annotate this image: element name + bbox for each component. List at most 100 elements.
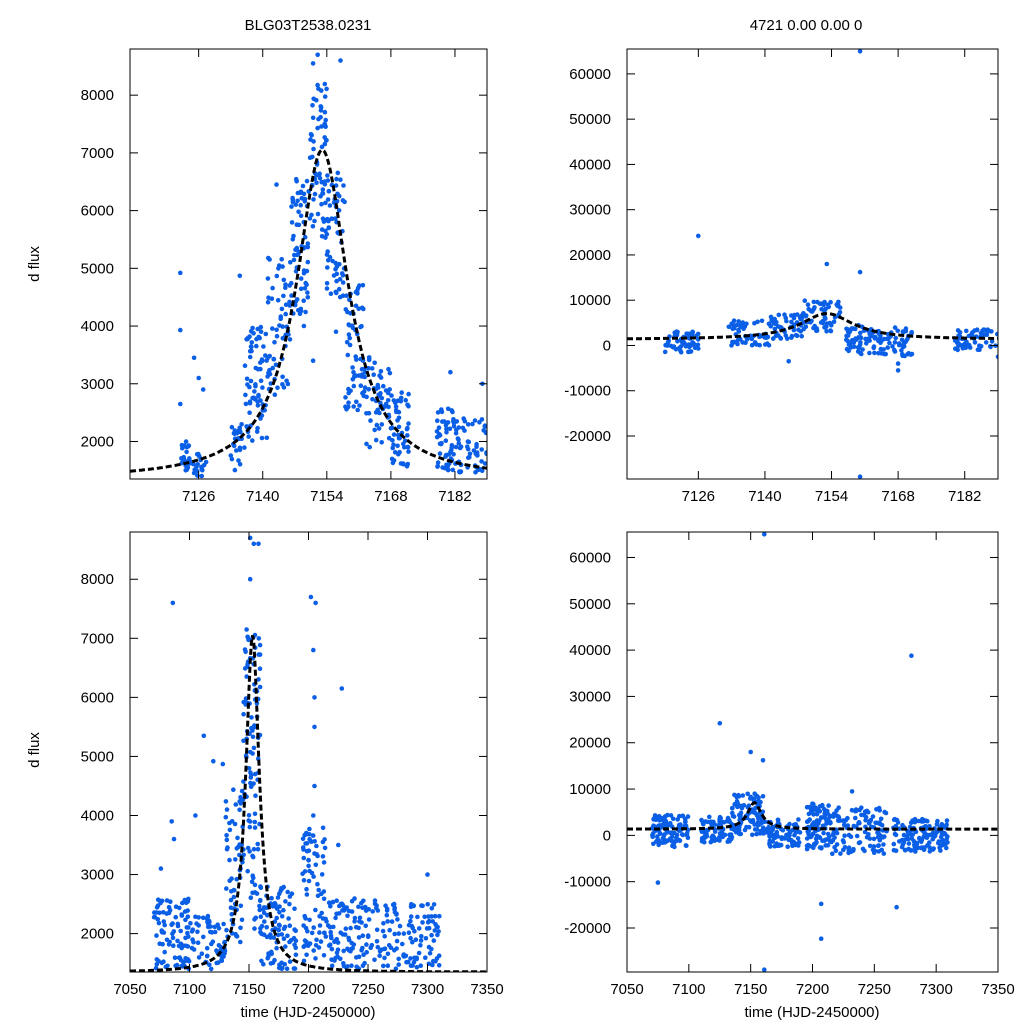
x-tick-label: 7182 — [438, 488, 471, 505]
data-point — [453, 444, 459, 450]
data-point — [325, 249, 331, 254]
data-point — [424, 926, 430, 931]
data-point — [162, 922, 167, 928]
data-point — [420, 903, 425, 909]
data-point — [278, 314, 284, 319]
data-point — [680, 832, 686, 838]
data-point — [259, 958, 264, 964]
data-point — [343, 395, 348, 400]
data-point — [897, 342, 902, 348]
data-point — [316, 86, 321, 92]
data-point — [818, 901, 824, 907]
data-point — [375, 944, 381, 950]
data-point — [311, 197, 316, 202]
data-point — [964, 328, 969, 334]
data-point — [447, 426, 453, 432]
data-point — [372, 360, 378, 366]
data-point — [236, 458, 241, 463]
data-point — [172, 955, 178, 960]
data-point — [914, 840, 920, 846]
data-point — [357, 403, 362, 408]
data-point — [317, 923, 323, 928]
y-tick-label: -20000 — [564, 920, 611, 937]
data-point — [323, 200, 328, 206]
data-point — [258, 885, 264, 891]
data-point — [470, 421, 475, 427]
data-point — [426, 914, 431, 919]
data-point — [325, 173, 330, 178]
data-point — [814, 811, 820, 817]
data-point — [881, 347, 886, 352]
data-point — [229, 424, 235, 430]
data-point — [346, 400, 351, 406]
y-tick-label: 0 — [603, 337, 611, 354]
data-point — [239, 788, 245, 794]
data-point — [989, 329, 994, 334]
data-point — [963, 345, 968, 351]
data-point — [274, 945, 279, 951]
data-point — [676, 837, 682, 843]
data-point — [824, 261, 830, 267]
data-point — [650, 832, 655, 838]
data-point — [285, 381, 291, 387]
data-point — [335, 191, 340, 197]
data-point — [966, 333, 972, 339]
data-point — [319, 201, 324, 207]
data-point — [231, 894, 237, 900]
data-point — [436, 953, 442, 958]
data-point — [857, 474, 863, 479]
data-point — [196, 923, 201, 928]
data-point — [841, 822, 847, 828]
data-point — [449, 443, 455, 448]
data-point — [219, 957, 224, 963]
data-point — [774, 319, 779, 325]
data-point — [892, 340, 898, 345]
data-point — [245, 382, 250, 387]
data-point — [432, 913, 438, 919]
data-point — [177, 955, 183, 960]
data-point — [250, 854, 256, 860]
data-point — [322, 81, 328, 87]
data-point — [359, 323, 364, 329]
data-point — [313, 907, 318, 913]
data-point — [376, 426, 382, 431]
data-point — [252, 811, 258, 817]
data-point — [253, 382, 258, 387]
data-point — [396, 415, 402, 421]
data-point — [306, 878, 312, 884]
data-point — [308, 137, 313, 142]
data-point — [789, 335, 794, 340]
data-point — [430, 919, 436, 924]
data-point — [315, 881, 320, 887]
data-point — [281, 936, 287, 941]
data-point — [237, 273, 243, 279]
data-point — [313, 862, 319, 868]
data-point — [364, 411, 369, 416]
data-point — [283, 944, 288, 949]
data-point — [242, 445, 247, 450]
data-point — [823, 306, 828, 312]
data-point — [300, 845, 306, 850]
data-point — [449, 447, 454, 453]
x-tick-label: 7100 — [173, 981, 206, 998]
data-point — [308, 132, 314, 137]
data-point — [315, 82, 320, 88]
data-point — [244, 674, 249, 679]
data-point — [425, 920, 431, 925]
data-point — [768, 314, 774, 320]
data-point — [325, 178, 331, 183]
data-point — [255, 425, 260, 431]
data-point — [408, 904, 414, 910]
data-point — [762, 819, 768, 824]
data-point — [314, 180, 319, 185]
data-point — [370, 397, 375, 402]
data-point — [205, 919, 210, 925]
data-point — [818, 815, 824, 820]
data-point — [408, 918, 413, 924]
data-point — [270, 960, 276, 965]
data-point — [871, 836, 877, 842]
data-point — [736, 319, 741, 324]
data-point — [253, 343, 259, 349]
data-point — [360, 358, 366, 363]
data-point — [270, 285, 275, 291]
